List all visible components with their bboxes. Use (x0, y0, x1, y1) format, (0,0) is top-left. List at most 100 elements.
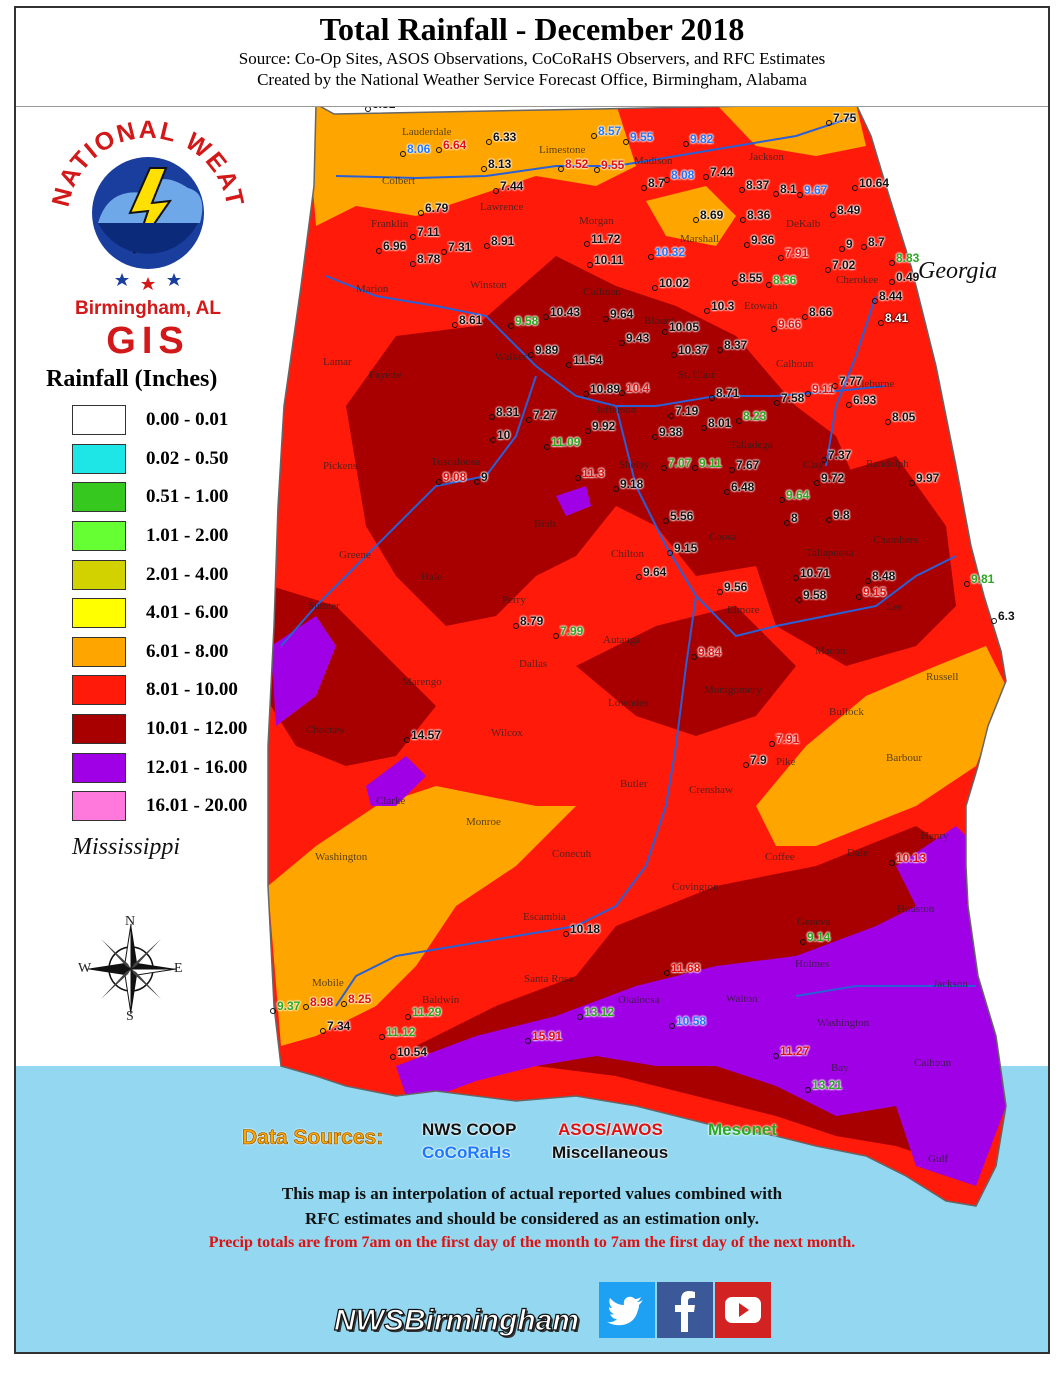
station-dot (832, 383, 838, 389)
station-dot (724, 489, 730, 495)
observation-value: 9.14 (807, 930, 831, 944)
station-dot (410, 234, 416, 240)
observation-value: 9.36 (751, 233, 775, 247)
legend-swatch (72, 482, 126, 513)
station-dot (484, 243, 490, 249)
county-label: Madison (634, 155, 673, 167)
youtube-icon[interactable] (715, 1282, 771, 1338)
legend-label: 4.01 - 6.00 (146, 602, 229, 624)
station-dot (652, 434, 658, 440)
legend-row: 6.01 - 8.00 (44, 633, 284, 672)
observation-value: 10.37 (678, 343, 709, 357)
station-dot (619, 390, 625, 396)
map-header: Total Rainfall - December 2018 Source: C… (16, 8, 1048, 107)
observation-value: 10.05 (669, 320, 700, 334)
county-label: Limestone (539, 144, 586, 156)
observation-value: 10.4 (626, 381, 650, 395)
station-dot (773, 191, 779, 197)
observation-value: 8.23 (743, 409, 767, 423)
county-label: Washington (315, 851, 368, 863)
observation-value: 9.82 (690, 132, 714, 146)
county-label: Chambers (873, 534, 918, 546)
zone-10-12-central (346, 256, 866, 626)
observation-value: 9.64 (610, 307, 634, 321)
facebook-icon[interactable] (657, 1282, 713, 1338)
observation-value: 10.54 (397, 1045, 428, 1059)
station-dot (493, 188, 499, 194)
legend-label: 2.01 - 4.00 (146, 563, 229, 585)
station-dot (418, 210, 424, 216)
legend-row: 12.01 - 16.00 (44, 748, 284, 787)
county-label: Escambia (523, 911, 566, 923)
zone-10-12-east (756, 456, 956, 666)
station-dot (390, 1054, 396, 1060)
observation-value: 10.71 (800, 566, 831, 580)
county-label: Baldwin (422, 994, 460, 1006)
observation-value: 8.37 (724, 338, 748, 352)
map-title: Total Rainfall - December 2018 (319, 11, 745, 47)
county-label: Covington (672, 881, 719, 893)
observation-value: 11.09 (551, 435, 581, 449)
legend-row: 16.01 - 20.00 (44, 787, 284, 826)
county-label: Autauga (603, 634, 641, 646)
county-label: Sumter (308, 600, 340, 612)
legend-row: 0.51 - 1.00 (44, 478, 284, 517)
county-label: Clarke (376, 795, 406, 807)
county-label: Franklin (371, 218, 409, 230)
zone-6-8-ne2 (646, 186, 736, 246)
station-dot (692, 465, 698, 471)
observation-value: 8.61 (459, 313, 483, 327)
station-dot (641, 185, 647, 191)
observation-value: 9.67 (804, 183, 828, 197)
station-dot (740, 217, 746, 223)
zone-12-16-bibb (556, 486, 591, 516)
station-dot (623, 139, 629, 145)
observation-value: 8.69 (700, 208, 724, 222)
observation-value: 6.64 (443, 138, 467, 152)
county-label: Mobile (312, 977, 344, 989)
observation-value: 7.58 (781, 391, 805, 405)
county-label: Dale (847, 847, 868, 859)
station-dot (486, 139, 492, 145)
twitter-icon[interactable] (599, 1282, 655, 1338)
county-label: Montgomery (704, 684, 762, 696)
observation-value: 7.91 (776, 732, 800, 746)
county-label: Lee (886, 601, 903, 613)
station-dot (667, 550, 673, 556)
station-dot (717, 589, 723, 595)
legend-title: Rainfall (Inches) (46, 366, 218, 392)
station-dot (779, 497, 785, 503)
logo-gis-text: GIS (106, 320, 190, 362)
station-dot (341, 1001, 347, 1007)
county-label: Marengo (402, 676, 442, 688)
county-label: Barbour (886, 752, 923, 764)
observation-value: 8.08 (671, 168, 695, 182)
legend-label: 0.02 - 0.50 (146, 447, 229, 469)
legend-row: 0.02 - 0.50 (44, 440, 284, 479)
station-dot (825, 267, 831, 273)
station-dot (320, 1028, 326, 1034)
county-label: Choctaw (306, 724, 346, 736)
station-dot (784, 520, 790, 526)
county-label: Tuscaloosa (431, 456, 481, 468)
observation-value: 10.58 (676, 1014, 707, 1028)
observation-value: 6.96 (383, 239, 407, 253)
zone-6-8-southeast (756, 646, 1006, 846)
observation-value: 7.99 (560, 624, 584, 638)
rivers (280, 115, 976, 1007)
station-dot (805, 391, 811, 397)
station-dot (543, 314, 549, 320)
nws-handle[interactable]: NWSBirmingham (333, 1303, 580, 1337)
county-label: Walton (726, 993, 758, 1005)
observation-value: 7.19 (675, 404, 699, 418)
county-label: Santa Rosa (524, 973, 574, 985)
county-label: Pike (776, 756, 796, 768)
station-dot (404, 737, 410, 743)
station-dot (405, 1014, 411, 1020)
compass-w: W (78, 961, 92, 976)
observation-value: 11.29 (412, 1005, 442, 1019)
observation-value: 8.91 (491, 234, 515, 248)
observation-value: 7.91 (785, 246, 809, 260)
station-dot (664, 177, 670, 183)
station-dot (577, 1014, 583, 1020)
